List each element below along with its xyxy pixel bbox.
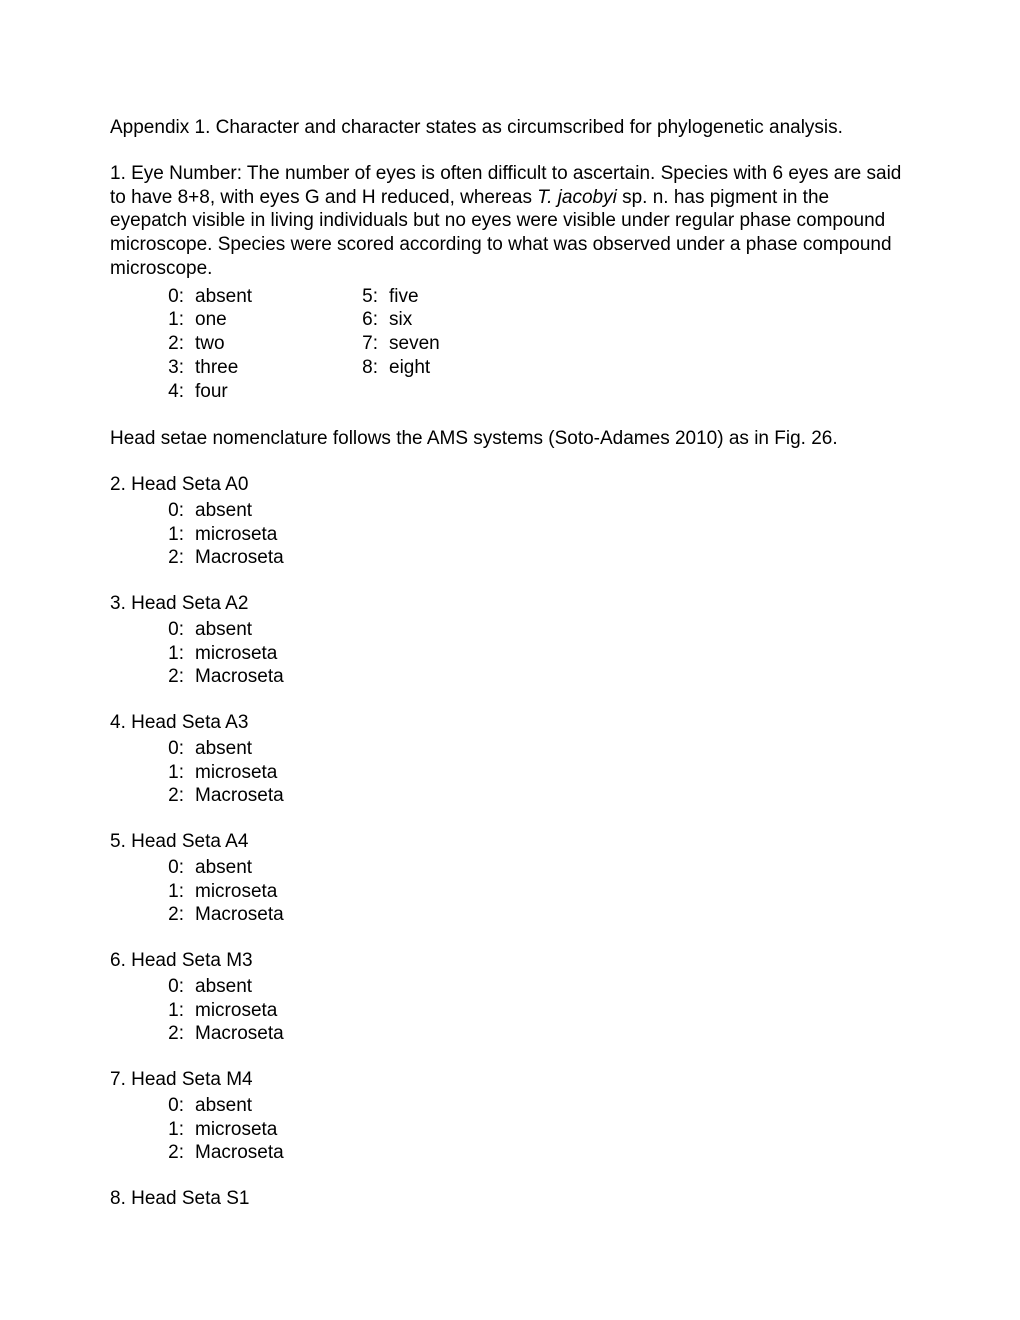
state-num: 3: bbox=[162, 356, 186, 380]
state-item: 0:absent bbox=[162, 285, 356, 309]
state-num: 2: bbox=[162, 332, 186, 356]
state-label: microseta bbox=[186, 523, 277, 547]
state-item: 2:Macroseta bbox=[162, 546, 910, 570]
state-label: absent bbox=[186, 285, 252, 309]
state-num: 1: bbox=[162, 642, 186, 666]
section-note: Head setae nomenclature follows the AMS … bbox=[110, 427, 910, 451]
state-label: microseta bbox=[186, 642, 277, 666]
state-label: absent bbox=[186, 499, 252, 523]
char3-title: 3. Head Seta A2 bbox=[110, 592, 910, 616]
state-label: microseta bbox=[186, 880, 277, 904]
state-item: 0:absent bbox=[162, 737, 910, 761]
state-num: 8: bbox=[356, 356, 380, 380]
state-label: three bbox=[186, 356, 238, 380]
state-item: 2:Macroseta bbox=[162, 903, 910, 927]
state-item: 2:Macroseta bbox=[162, 1141, 910, 1165]
state-label: microseta bbox=[186, 761, 277, 785]
state-num: 1: bbox=[162, 523, 186, 547]
state-label: Macroseta bbox=[186, 903, 284, 927]
state-num: 0: bbox=[162, 618, 186, 642]
state-item: 3:three bbox=[162, 356, 356, 380]
state-label: microseta bbox=[186, 1118, 277, 1142]
state-num: 0: bbox=[162, 499, 186, 523]
char8-title: 8. Head Seta S1 bbox=[110, 1187, 910, 1211]
state-label: five bbox=[380, 285, 419, 309]
char2-title: 2. Head Seta A0 bbox=[110, 473, 910, 497]
state-num: 0: bbox=[162, 1094, 186, 1118]
char1-states: 0:absent 1:one 2:two 3:three 4:four 5:fi… bbox=[110, 285, 910, 404]
state-label: Macroseta bbox=[186, 665, 284, 689]
state-item: 1:microseta bbox=[162, 1118, 910, 1142]
state-item: 2:Macroseta bbox=[162, 665, 910, 689]
state-label: seven bbox=[380, 332, 440, 356]
state-item: 1:microseta bbox=[162, 523, 910, 547]
state-num: 2: bbox=[162, 1022, 186, 1046]
state-label: one bbox=[186, 308, 227, 332]
char2-block: 2. Head Seta A0 0:absent 1:microseta 2:M… bbox=[110, 473, 910, 570]
state-label: four bbox=[186, 380, 228, 404]
state-num: 1: bbox=[162, 999, 186, 1023]
char5-block: 5. Head Seta A4 0:absent 1:microseta 2:M… bbox=[110, 830, 910, 927]
state-num: 0: bbox=[162, 737, 186, 761]
appendix-title: Appendix 1. Character and character stat… bbox=[110, 116, 910, 140]
state-num: 2: bbox=[162, 784, 186, 808]
char5-title: 5. Head Seta A4 bbox=[110, 830, 910, 854]
char6-title: 6. Head Seta M3 bbox=[110, 949, 910, 973]
state-num: 2: bbox=[162, 546, 186, 570]
state-num: 1: bbox=[162, 308, 186, 332]
state-item: 2:two bbox=[162, 332, 356, 356]
state-item: 2:Macroseta bbox=[162, 784, 910, 808]
state-label: Macroseta bbox=[186, 1141, 284, 1165]
state-item: 7:seven bbox=[356, 332, 440, 356]
state-num: 1: bbox=[162, 1118, 186, 1142]
state-num: 1: bbox=[162, 761, 186, 785]
state-num: 0: bbox=[162, 975, 186, 999]
state-label: Macroseta bbox=[186, 546, 284, 570]
state-num: 5: bbox=[356, 285, 380, 309]
state-num: 0: bbox=[162, 285, 186, 309]
state-label: absent bbox=[186, 737, 252, 761]
state-num: 7: bbox=[356, 332, 380, 356]
state-label: Macroseta bbox=[186, 1022, 284, 1046]
state-item: 4:four bbox=[162, 380, 356, 404]
state-num: 2: bbox=[162, 665, 186, 689]
state-item: 1:microseta bbox=[162, 761, 910, 785]
state-num: 2: bbox=[162, 1141, 186, 1165]
state-num: 0: bbox=[162, 856, 186, 880]
state-label: microseta bbox=[186, 999, 277, 1023]
state-item: 8:eight bbox=[356, 356, 440, 380]
char4-title: 4. Head Seta A3 bbox=[110, 711, 910, 735]
state-item: 5:five bbox=[356, 285, 440, 309]
state-label: absent bbox=[186, 1094, 252, 1118]
state-item: 1:microseta bbox=[162, 642, 910, 666]
state-item: 0:absent bbox=[162, 856, 910, 880]
char6-block: 6. Head Seta M3 0:absent 1:microseta 2:M… bbox=[110, 949, 910, 1046]
state-item: 1:microseta bbox=[162, 880, 910, 904]
state-label: absent bbox=[186, 856, 252, 880]
state-item: 1:microseta bbox=[162, 999, 910, 1023]
state-item: 0:absent bbox=[162, 499, 910, 523]
state-num: 6: bbox=[356, 308, 380, 332]
state-item: 0:absent bbox=[162, 975, 910, 999]
char1-description: 1. Eye Number: The number of eyes is oft… bbox=[110, 162, 910, 281]
state-item: 0:absent bbox=[162, 618, 910, 642]
state-num: 2: bbox=[162, 903, 186, 927]
state-label: absent bbox=[186, 618, 252, 642]
state-label: six bbox=[380, 308, 412, 332]
state-item: 1:one bbox=[162, 308, 356, 332]
state-label: two bbox=[186, 332, 225, 356]
char7-block: 7. Head Seta M4 0:absent 1:microseta 2:M… bbox=[110, 1068, 910, 1165]
state-num: 4: bbox=[162, 380, 186, 404]
char3-block: 3. Head Seta A2 0:absent 1:microseta 2:M… bbox=[110, 592, 910, 689]
state-item: 2:Macroseta bbox=[162, 1022, 910, 1046]
state-label: absent bbox=[186, 975, 252, 999]
state-num: 1: bbox=[162, 880, 186, 904]
state-item: 6:six bbox=[356, 308, 440, 332]
char1-italic: T. jacobyi bbox=[537, 187, 617, 208]
state-label: Macroseta bbox=[186, 784, 284, 808]
state-label: eight bbox=[380, 356, 430, 380]
state-item: 0:absent bbox=[162, 1094, 910, 1118]
char7-title: 7. Head Seta M4 bbox=[110, 1068, 910, 1092]
char4-block: 4. Head Seta A3 0:absent 1:microseta 2:M… bbox=[110, 711, 910, 808]
